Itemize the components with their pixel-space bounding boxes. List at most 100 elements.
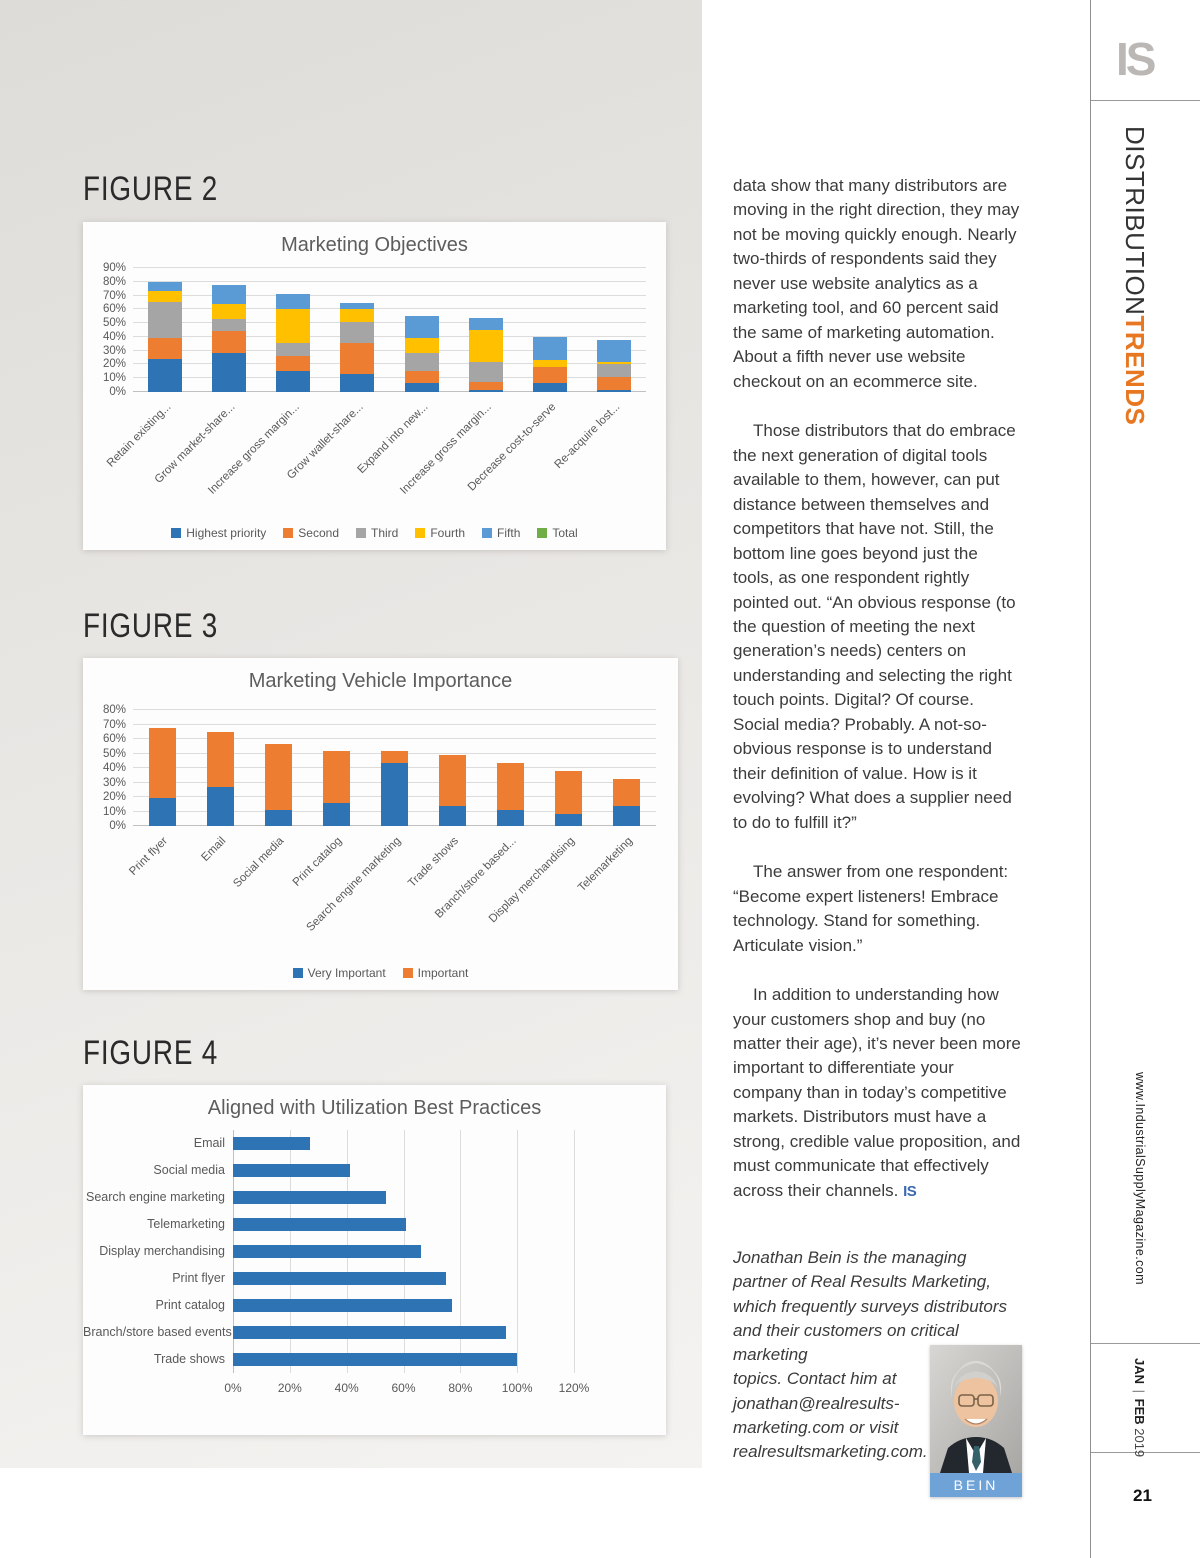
plot-area: 0% 10% 20% 30% 40% 50% 60% 70% 80% [103,704,656,832]
gridline [133,377,646,379]
bar-segment [497,762,525,811]
bar-segment [404,370,439,384]
bar-row [233,1184,574,1211]
bar-segment [212,303,247,319]
legend-item: Highest priority [171,526,266,540]
bar-segment [276,343,311,356]
bars-area [133,710,656,826]
figure3-label: FIGURE 3 [83,607,219,645]
bar-row [233,1157,574,1184]
bar [233,1218,407,1231]
bar-row [233,1238,574,1265]
category-label: Social media [153,1163,225,1177]
bar-segment [148,358,183,392]
bar [233,1272,447,1285]
bar-column [148,268,183,392]
legend-swatch [482,528,493,538]
bar-segment [340,343,375,375]
sidebar-divider [1091,100,1200,101]
bar-segment [206,731,234,787]
y-axis-tick: 40% [102,330,126,343]
x-axis-tick: 100% [501,1381,533,1395]
y-axis-tick: 80% [102,704,126,716]
legend-swatch [402,968,413,978]
bar-segment [596,340,631,362]
y-axis-tick: 50% [102,317,126,330]
y-axis-tick: 50% [102,747,126,760]
gridline [133,723,656,725]
bar-segment [322,802,350,826]
bar-column [468,268,503,392]
bar-column [212,268,247,392]
y-axis-tick: 30% [102,344,126,357]
article-paragraph: In addition to understanding how your cu… [733,983,1021,1203]
x-axis-tick: 40% [334,1381,359,1395]
category-labels: Email Social media Search engine marketing… [83,1130,232,1373]
bar-segment [532,383,567,392]
bar-segment [468,318,503,331]
author-bio-text: Jonathan Bein is the managing partner of… [733,1248,1008,1365]
y-axis-tick: 0% [109,386,126,398]
x-axis-tick: 0% [224,1381,242,1395]
issue-month2: FEB [1132,1398,1147,1425]
x-axis-label-text: Social media [231,835,287,891]
bar-segment [148,291,183,303]
bar-segment [212,352,247,392]
article-paragraph: data show that many distributors are mov… [733,176,1020,391]
issue-month1: JAN [1132,1358,1147,1385]
bar-segment [340,303,375,310]
bar-column [148,710,176,826]
section-title-distribution: DISTRIBUTION [1120,126,1150,316]
legend-swatch [415,528,426,538]
bar-column [322,710,350,826]
y-axis-tick: 70% [102,718,126,731]
x-axis-label-text: Print catalog [291,835,345,889]
legend-label: Highest priority [186,526,267,540]
bar-row [233,1292,574,1319]
gridline [133,280,646,282]
author-bio: Jonathan Bein is the managing partner of… [733,1246,1025,1497]
bar [233,1299,452,1312]
article-paragraph: The answer from one respondent: “Become … [733,862,1009,955]
bar-segment [404,353,439,371]
legend-item: Very Important [292,966,386,980]
legend-label: Total [552,526,578,540]
gridline [133,363,646,365]
plot-area [233,1130,575,1373]
x-axis-tick: 80% [448,1381,473,1395]
bar-segment [148,338,183,359]
legend-label: Fifth [497,526,521,540]
photo-caption: BEIN [930,1473,1022,1497]
chart-legend: Highest priority Second Third Fourth Fifth To… [83,526,666,540]
x-axis-tick: 120% [558,1381,590,1395]
y-axis-tick: 10% [102,805,126,818]
bar-row [233,1346,574,1373]
issue-separator: | [1132,1386,1147,1397]
chart-title: Marketing Vehicle Importance [248,670,513,692]
category-label: Print flyer [172,1271,225,1285]
bar-segment [468,361,503,383]
bar-row [233,1211,574,1238]
y-axis-tick: 60% [102,303,126,316]
bar [233,1353,518,1366]
gridline [133,709,656,710]
y-axis-tick: 40% [102,762,126,774]
category-label: Email [193,1136,225,1150]
bar-column [497,710,525,826]
bar-segment [212,285,247,304]
y-axis-tick: 60% [102,733,126,745]
gridline [133,308,646,310]
figure2-chart-panel: Marketing Objectives 0% 10% 20% 30% 40% 50% 60… [83,222,666,550]
bar-column [555,710,583,826]
magazine-website: www.IndustrialSupplyMagazine.com [1133,1072,1147,1285]
plot-area: 0% 10% 20% 30% 40% 50% 60% 70% 80% 90% [103,262,646,398]
bar-row [233,1130,574,1157]
legend-label: Important [417,966,469,980]
category-label: Telemarketing [147,1217,225,1231]
bar-segment [380,751,408,763]
bar-segment [596,361,631,365]
x-axis-label-text: Search engine marketing [304,835,403,934]
bar-segment [468,382,503,390]
bar-segment [532,360,567,367]
author-photo: BEIN [930,1345,1022,1497]
